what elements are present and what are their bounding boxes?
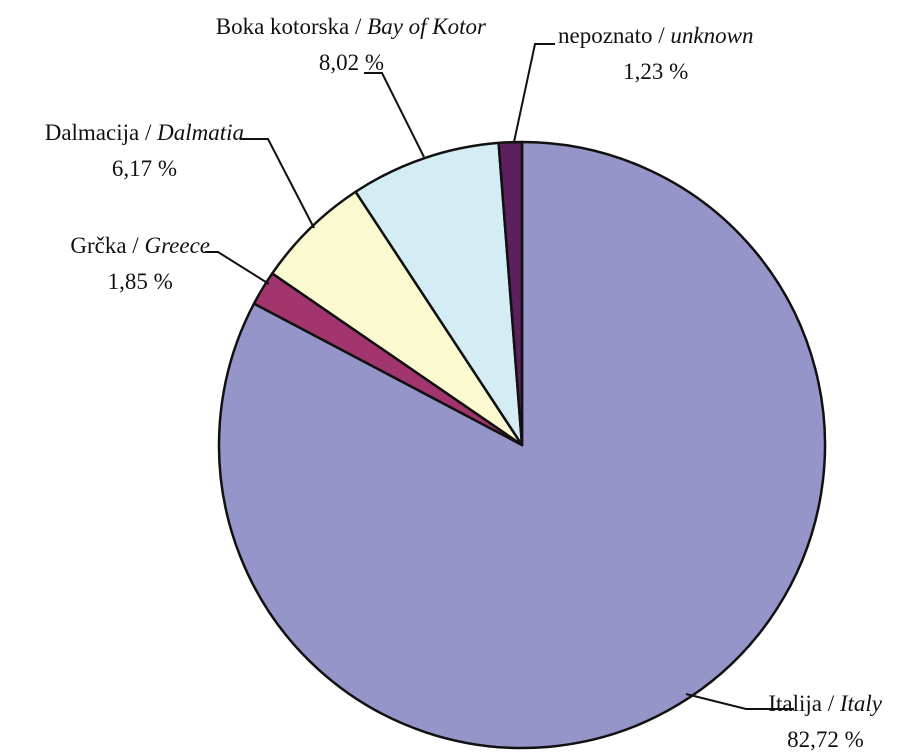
pie-slice-dalmatia (270, 190, 524, 447)
slice-label-english: Greece (144, 233, 210, 258)
slice-label-english: Dalmatia (156, 120, 244, 145)
slice-percentage-bay-of-kotor: 8,02 % (319, 50, 384, 75)
leader-line-bay-of-kotor (364, 72, 425, 158)
slice-label-english: unknown (670, 23, 753, 48)
pie-slice-unknown (497, 140, 524, 447)
pie-slices (217, 140, 827, 750)
slice-percentage-unknown: 1,23 % (623, 59, 688, 84)
slice-percentage-greece: 1,85 % (108, 269, 173, 294)
slice-label-bay-of-kotor: Boka kotorska / Bay of Kotor (216, 14, 487, 39)
slice-label-local: Dalmacija / (45, 120, 157, 145)
slice-label-english: Italy (839, 691, 883, 716)
slice-percentage-italy: 82,72 % (787, 727, 864, 752)
leader-line-unknown (513, 43, 555, 143)
slice-label-greece: Grčka / Greece (70, 233, 210, 258)
slice-label-unknown: nepoznato / unknown (558, 23, 753, 48)
leader-line-greece (205, 251, 270, 285)
slice-labels: Italija / Italy 82,72 % Grčka / Greece 1,85… (45, 14, 883, 752)
slice-label-local: Grčka / (70, 233, 144, 258)
leader-lines (205, 43, 794, 710)
pie-slice-bay-of-kotor (354, 141, 524, 447)
slice-label-local: Italija / (768, 691, 840, 716)
slice-label-italy: Italija / Italy (768, 691, 882, 716)
slice-label-english: Bay of Kotor (367, 14, 487, 39)
slice-percentage-dalmatia: 6,17 % (112, 156, 177, 181)
leader-line-italy (685, 693, 794, 710)
slice-label-local: nepoznato / (558, 23, 670, 48)
slice-label-local: Boka kotorska / (216, 14, 367, 39)
leader-line-dalmatia (240, 138, 315, 229)
slice-label-dalmatia: Dalmacija / Dalmatia (45, 120, 244, 145)
